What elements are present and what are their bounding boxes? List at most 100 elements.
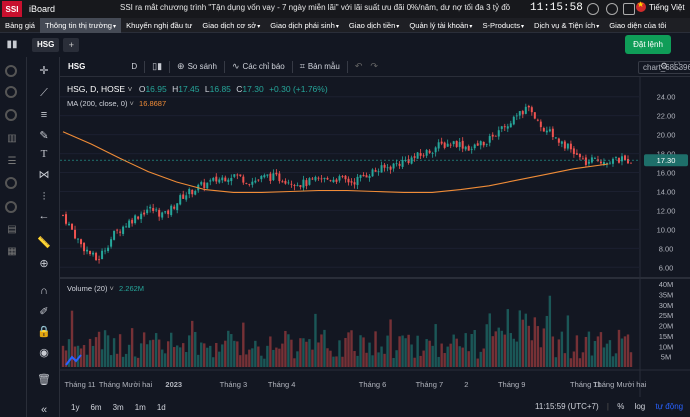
- ma-caret-icon[interactable]: ˅: [129, 99, 134, 108]
- sidebar-icon-2[interactable]: [5, 86, 17, 98]
- text-tool-icon[interactable]: T: [40, 148, 48, 160]
- chevron-down-icon: ▾: [335, 23, 339, 30]
- template-icon[interactable]: ⌗: [299, 61, 305, 71]
- menu-item-9[interactable]: Giao diện của tôi: [604, 18, 671, 33]
- list-icon[interactable]: ☰: [7, 156, 17, 167]
- brush-icon[interactable]: ✎: [39, 130, 49, 142]
- fullscreen-icon[interactable]: ⛶: [674, 61, 681, 71]
- bar-chart-icon[interactable]: ▥: [7, 133, 17, 144]
- sidebar-icon-4[interactable]: [5, 177, 17, 189]
- candle-body: [386, 167, 389, 169]
- zoom-icon[interactable]: ⊕: [39, 258, 49, 270]
- candle-body: [611, 158, 614, 164]
- menu-item-1[interactable]: Thông tin thị trường▾: [39, 17, 122, 33]
- compare-button[interactable]: So sánh: [187, 62, 217, 71]
- utc-time[interactable]: 11:15:59 (UTC+7): [535, 402, 599, 411]
- menu-item-4[interactable]: Giao dịch phái sinh▾: [265, 18, 344, 33]
- candle-body: [131, 219, 134, 224]
- grid-icon[interactable]: ▦: [7, 246, 17, 257]
- indicators-button[interactable]: Các chỉ báo: [242, 62, 285, 71]
- candle-body: [563, 141, 566, 149]
- sidebar-icon-3[interactable]: [5, 109, 17, 121]
- volume-bar: [512, 338, 515, 367]
- collapse-icon[interactable]: «: [40, 404, 48, 416]
- candle-body: [98, 259, 101, 261]
- candle-body: [584, 157, 587, 165]
- volume-bar: [425, 339, 428, 367]
- volume-bar: [554, 357, 558, 367]
- pattern-icon[interactable]: ⋈: [38, 169, 50, 181]
- interval-selector[interactable]: D: [131, 62, 138, 71]
- template-button[interactable]: Bản mẫu: [307, 62, 340, 71]
- auto-toggle[interactable]: tự động: [655, 402, 684, 411]
- redo-icon[interactable]: ↷: [370, 61, 378, 71]
- last-price-label: 17.30: [657, 156, 676, 165]
- notification-icon[interactable]: [587, 3, 599, 15]
- menu-item-3[interactable]: Giao dịch cơ sở▾: [197, 18, 265, 33]
- pencil-lock-icon[interactable]: ✐: [39, 306, 49, 318]
- volume-bar: [416, 335, 419, 367]
- language-selector[interactable]: Tiếng Việt: [636, 0, 690, 12]
- range-button-6m[interactable]: 6m: [90, 402, 102, 412]
- trash-icon[interactable]: 🗑: [37, 374, 51, 386]
- undo-icon[interactable]: ↶: [354, 61, 363, 71]
- add-tab-button[interactable]: +: [63, 38, 80, 52]
- range-button-3m[interactable]: 3m: [112, 402, 124, 412]
- chart-bars-icon[interactable]: ▮▮: [6, 39, 18, 50]
- volume-bar: [206, 347, 209, 367]
- menu-item-8[interactable]: Dịch vụ & Tiện ích▾: [529, 18, 604, 33]
- sidebar-icon-5[interactable]: [5, 201, 17, 213]
- candles-icon[interactable]: ▯▮: [152, 61, 163, 71]
- volume-bar: [413, 357, 416, 367]
- log-toggle[interactable]: log: [634, 402, 646, 411]
- volume-caret-icon[interactable]: ˅: [109, 284, 114, 293]
- range-button-1y[interactable]: 1y: [71, 402, 80, 412]
- fullscreen-icon[interactable]: [623, 3, 635, 15]
- volume-bar: [473, 330, 476, 367]
- menu-item-7[interactable]: S-Products▾: [477, 18, 529, 33]
- compare-icon[interactable]: ⊕: [177, 61, 185, 71]
- settings-icon[interactable]: [606, 3, 618, 15]
- news-ticker[interactable]: SSI ra mắt chương trình "Tận dụng vốn va…: [120, 3, 510, 12]
- crosshair-icon[interactable]: ✛: [39, 65, 49, 77]
- sidebar-icon-1[interactable]: [5, 65, 17, 77]
- percent-toggle[interactable]: %: [617, 402, 625, 411]
- indicators-icon[interactable]: ∿: [231, 61, 240, 71]
- volume-tick-label: 35M: [659, 290, 674, 299]
- symbol-search[interactable]: HSG: [68, 62, 86, 71]
- candle-body: [290, 183, 293, 185]
- tab-hsg[interactable]: HSG: [32, 38, 60, 52]
- candle-body: [332, 179, 335, 183]
- menu-item-2[interactable]: Khuyến nghị đầu tư: [121, 18, 197, 33]
- candle-body: [128, 220, 131, 228]
- tradingview-logo-icon[interactable]: [65, 354, 82, 366]
- eye-icon[interactable]: ◉: [39, 347, 49, 359]
- magnet-icon[interactable]: ∩: [40, 285, 48, 297]
- back-arrow-icon[interactable]: ←: [38, 210, 50, 222]
- volume-bar: [497, 327, 500, 367]
- menu-item-0[interactable]: Bảng giá: [0, 18, 40, 33]
- chart-area[interactable]: 24.00 22.00 20.00 18.00 16.00 14.00 12.00 10.00…: [60, 77, 690, 417]
- volume-bar: [362, 337, 365, 367]
- trend-line-icon[interactable]: ⟋: [40, 87, 48, 99]
- price-chart[interactable]: 24.00 22.00 20.00 18.00 16.00 14.00 12.00 10.00…: [60, 77, 690, 397]
- document-icon[interactable]: ▤: [7, 224, 17, 235]
- ruler-icon[interactable]: 📏: [37, 237, 51, 249]
- ssi-logo[interactable]: SSI: [2, 1, 22, 17]
- place-order-button[interactable]: Đặt lệnh: [625, 35, 671, 54]
- chart-toolbar: HSG D ▯▮ ⊕ So sánh ∿ Các chỉ báo ⌗ Bản m…: [60, 57, 690, 77]
- menu-item-5[interactable]: Giao dịch tiền▾: [344, 18, 404, 33]
- candle-body: [608, 162, 611, 164]
- legend-caret-icon[interactable]: ˅: [127, 84, 133, 94]
- menu-item-6[interactable]: Quản lý tài khoản▾: [404, 18, 477, 33]
- lock-icon[interactable]: 🔒: [37, 326, 51, 338]
- range-button-1m[interactable]: 1m: [134, 402, 146, 412]
- chart-layout-name[interactable]: chart_68539677: [638, 61, 690, 74]
- horizontal-lines-icon[interactable]: ≡: [40, 109, 48, 121]
- range-button-1d[interactable]: 1d: [156, 402, 166, 412]
- forecast-icon[interactable]: ⫶: [42, 191, 46, 203]
- candle-body: [257, 179, 260, 181]
- settings-icon[interactable]: ⚙: [660, 61, 669, 71]
- volume-bar: [551, 336, 555, 367]
- candle-body: [101, 250, 104, 260]
